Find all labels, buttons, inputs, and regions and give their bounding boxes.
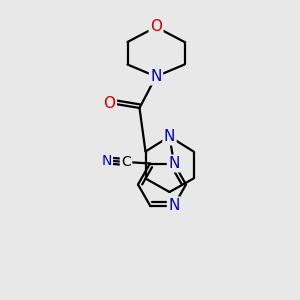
Text: C: C [121, 155, 131, 169]
Text: N: N [150, 69, 162, 84]
Text: O: O [150, 20, 162, 34]
Text: O: O [103, 96, 116, 111]
Text: N: N [164, 129, 175, 144]
Text: N: N [168, 198, 180, 213]
Text: N: N [101, 154, 112, 167]
Text: N: N [168, 156, 180, 171]
